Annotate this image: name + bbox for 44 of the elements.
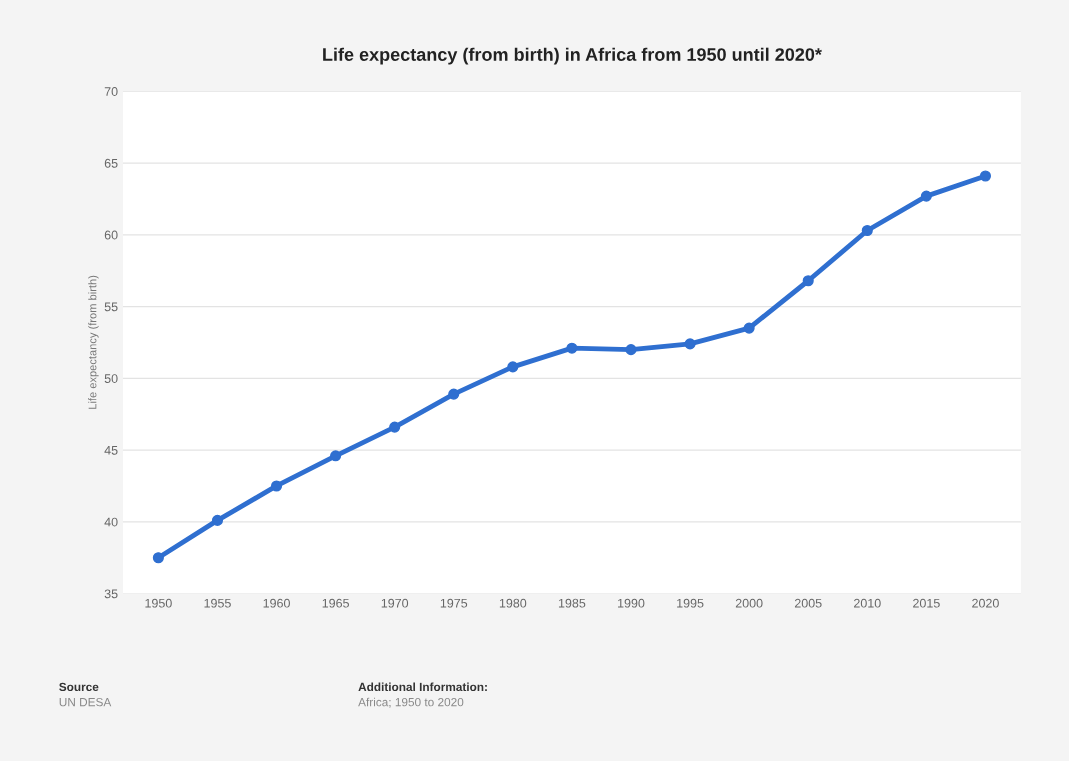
text: Africa; 1950 to 2020 xyxy=(358,697,464,708)
point xyxy=(507,361,519,373)
chart-title: Life expectancy (from birth) in Africa from 1950 until 2020* xyxy=(323,47,822,65)
x-tick-label: 1970 xyxy=(381,598,409,608)
x-tick-label: 2000 xyxy=(735,598,763,608)
point xyxy=(152,552,164,564)
point xyxy=(211,514,224,526)
y-tick-label: 50 xyxy=(104,374,118,383)
text: Additional Information: xyxy=(358,682,487,692)
x-tick-label: 2015 xyxy=(913,598,940,608)
point xyxy=(625,344,637,356)
point xyxy=(920,190,932,202)
point xyxy=(743,322,755,334)
x-tick-label: 1965 xyxy=(322,598,349,608)
point xyxy=(566,342,578,354)
x-tick-label: 2020 xyxy=(972,598,999,608)
x-tick-label: 2005 xyxy=(794,598,822,608)
x-tick-label: 1975 xyxy=(440,598,468,608)
point xyxy=(270,480,283,492)
y-tick-label: 65 xyxy=(104,158,118,168)
x-tick-label: 1955 xyxy=(204,598,231,608)
point xyxy=(330,450,342,462)
y-tick-label: 60 xyxy=(104,230,118,240)
text: Source xyxy=(59,682,99,692)
x-tick-label: 1985 xyxy=(558,598,586,608)
x-tick-label: 1980 xyxy=(499,598,527,608)
y-tick-label: 45 xyxy=(104,446,118,455)
point xyxy=(802,275,814,287)
text: UN DESA xyxy=(59,697,112,707)
y-tick-label: 55 xyxy=(104,302,118,312)
y-tick-label: 40 xyxy=(104,517,118,527)
x-tick-label: 1950 xyxy=(145,598,172,608)
x-tick-label: 1990 xyxy=(618,598,645,608)
x-tick-label: 2010 xyxy=(854,598,881,608)
y-axis-title: Life expectancy (from birth) xyxy=(88,275,99,409)
point xyxy=(448,388,460,400)
x-tick-label: 1995 xyxy=(677,598,704,608)
point xyxy=(389,421,401,433)
y-tick-label: 70 xyxy=(104,87,118,96)
y-tick-label: 35 xyxy=(104,589,118,599)
point xyxy=(979,170,992,182)
x-tick-label: 1960 xyxy=(263,598,290,608)
point xyxy=(684,338,696,350)
point xyxy=(861,224,873,237)
